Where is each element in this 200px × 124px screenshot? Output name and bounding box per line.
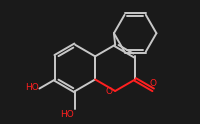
Text: HO: HO <box>25 83 39 92</box>
Text: O: O <box>150 79 157 88</box>
Text: HO: HO <box>61 110 74 119</box>
Text: O: O <box>106 87 113 95</box>
